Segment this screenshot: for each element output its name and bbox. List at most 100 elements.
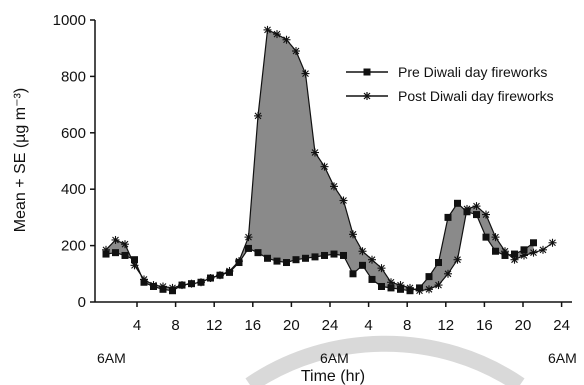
- x-tick-label: 8: [403, 317, 411, 334]
- point-post: [235, 257, 243, 266]
- legend-label-pre: Pre Diwali day fireworks: [398, 64, 547, 80]
- point-post: [111, 235, 120, 244]
- point-pre: [102, 250, 110, 258]
- point-pre: [359, 261, 366, 269]
- legend: Pre Diwali day fireworks Post Diwali day…: [346, 64, 554, 104]
- point-post: [254, 111, 262, 120]
- point-post: [121, 240, 129, 249]
- point-pre: [292, 256, 300, 264]
- point-post: [159, 282, 167, 291]
- point-post: [263, 25, 272, 34]
- point-pre: [273, 257, 281, 265]
- point-pre: [444, 213, 452, 221]
- point-pre: [520, 246, 528, 254]
- point-pre: [482, 233, 490, 241]
- point-pre: [368, 275, 376, 283]
- point-post: [501, 247, 509, 256]
- series-markers: [102, 25, 557, 295]
- point-post: [491, 233, 500, 242]
- x-tick-label: 4: [364, 317, 372, 334]
- point-post: [282, 35, 291, 44]
- point-post: [178, 281, 186, 290]
- x-tick-label: 16: [476, 317, 493, 334]
- point-pre: [245, 244, 252, 252]
- point-post: [149, 281, 158, 290]
- point-pre: [425, 273, 433, 281]
- x-tick-label: 20: [515, 317, 532, 334]
- point-post: [273, 30, 281, 39]
- point-pre: [321, 251, 328, 259]
- point-pre: [378, 282, 385, 290]
- point-post: [292, 47, 300, 56]
- point-pre: [473, 211, 480, 219]
- point-post: [387, 278, 395, 287]
- x-ticks: 4 8 12 16 20 24 4 8 12 16 20 24: [133, 302, 570, 334]
- point-post: [216, 271, 224, 280]
- point-post: [102, 245, 110, 254]
- point-post: [368, 255, 376, 264]
- x-tick-label: 12: [437, 317, 454, 334]
- legend-item-pre: Pre Diwali day fireworks: [346, 64, 547, 80]
- y-tick-label: 0: [78, 294, 86, 311]
- point-post: [406, 283, 414, 292]
- point-pre: [131, 256, 138, 264]
- point-post: [330, 182, 338, 191]
- point-pre: [340, 251, 347, 259]
- y-tick-label: 800: [61, 68, 86, 85]
- point-pre: [302, 254, 309, 262]
- x-tick-label: 20: [283, 317, 300, 334]
- point-post: [225, 266, 234, 275]
- point-pre: [397, 285, 404, 293]
- point-pre: [121, 251, 129, 259]
- point-post: [415, 286, 424, 295]
- y-tick-label: 400: [61, 181, 86, 198]
- legend-marker-post: [363, 92, 371, 100]
- point-post: [472, 202, 481, 211]
- legend-item-post: Post Diwali day fireworks: [346, 88, 554, 104]
- point-post: [396, 281, 405, 290]
- point-post: [434, 281, 443, 290]
- time-anchor-end: 6AM: [548, 350, 577, 366]
- x-tick-label: 24: [322, 317, 339, 334]
- point-post: [339, 196, 348, 205]
- point-pre: [501, 251, 509, 259]
- point-pre: [349, 270, 357, 278]
- point-post: [301, 69, 310, 78]
- y-tick-label: 600: [61, 125, 86, 142]
- point-pre: [492, 247, 499, 255]
- point-post: [206, 274, 215, 283]
- point-pre: [454, 199, 461, 207]
- legend-marker-pre: [363, 68, 371, 76]
- point-post: [529, 248, 538, 257]
- time-anchor-start: 6AM: [97, 350, 126, 366]
- point-post: [140, 275, 148, 284]
- point-post: [168, 283, 177, 292]
- point-post: [539, 245, 547, 254]
- point-post: [349, 230, 357, 239]
- x-tick-label: 12: [206, 317, 223, 334]
- point-post: [548, 238, 557, 247]
- y-axis-title: Mean + SE (µg m⁻³): [12, 88, 29, 232]
- x-tick-label: 4: [133, 317, 141, 334]
- point-post: [311, 148, 319, 157]
- point-pre: [311, 253, 319, 261]
- point-post: [463, 204, 471, 213]
- point-post: [244, 233, 253, 242]
- point-pre: [387, 284, 395, 292]
- point-pre: [112, 249, 119, 257]
- point-pre: [283, 259, 290, 267]
- legend-label-post: Post Diwali day fireworks: [398, 88, 554, 104]
- point-post: [130, 261, 139, 270]
- point-pre: [264, 254, 271, 262]
- point-post: [482, 210, 490, 219]
- y-tick-label: 200: [61, 238, 86, 255]
- point-pre: [330, 250, 338, 258]
- x-axis-title: Time (hr): [301, 368, 365, 385]
- point-pre: [530, 239, 537, 247]
- x-tick-label: 8: [171, 317, 179, 334]
- point-pre: [511, 250, 518, 258]
- point-post: [444, 269, 452, 278]
- x-tick-label: 16: [244, 317, 261, 334]
